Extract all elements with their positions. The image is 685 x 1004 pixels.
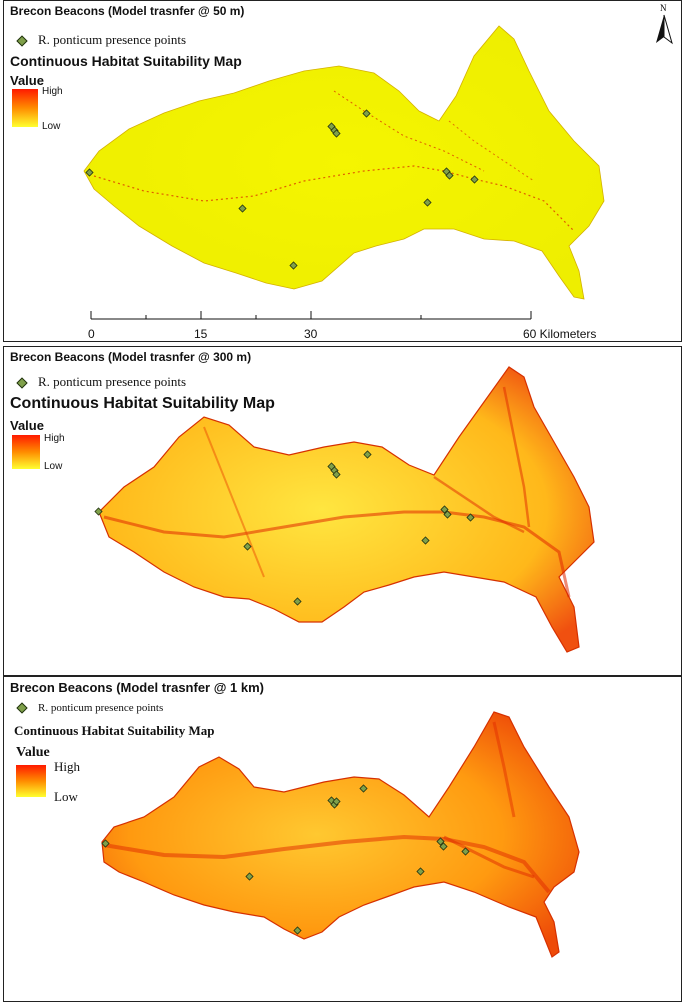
presence-points-50m: [85, 109, 479, 270]
legend-title: Value: [10, 418, 44, 433]
scale-label-15: 15: [194, 327, 208, 341]
legend-low: Low: [42, 121, 61, 132]
brecon-beacons-area: [101, 711, 580, 958]
region-map-1km: [101, 711, 580, 958]
scale-label-60: 60 Kilometers: [523, 327, 597, 341]
green-diamond-icon: [16, 377, 28, 389]
green-diamond-icon: [16, 702, 28, 715]
north-label: N: [660, 3, 667, 13]
region-map-50m: [83, 25, 605, 320]
legend-title: Value: [10, 73, 44, 88]
scale-label-30: 30: [304, 327, 318, 341]
green-diamond-icon: [16, 35, 28, 47]
map-panel-50m: Brecon Beacons (Model trasnfer @ 50 m) R…: [3, 0, 682, 342]
panel-title: Brecon Beacons (Model trasnfer @ 300 m): [10, 350, 252, 364]
map-title: Continuous Habitat Suitability Map: [14, 723, 215, 738]
legend-title: Value: [16, 745, 50, 760]
map-title: Continuous Habitat Suitability Map: [10, 53, 242, 69]
north-arrow: N: [653, 3, 675, 47]
scale-bar: [90, 311, 532, 320]
presence-legend-label: R. ponticum presence points: [38, 32, 187, 47]
legend-low: Low: [54, 789, 78, 804]
presence-points-1km: [101, 784, 470, 935]
legend-color-ramp: [12, 435, 40, 469]
presence-legend: R. ponticum presence points: [16, 32, 187, 48]
presence-legend: R. ponticum presence points: [16, 374, 187, 390]
map-panel-1km: Brecon Beacons (Model trasnfer @ 1 km) R…: [3, 676, 682, 1002]
region-map-300m: [94, 366, 595, 653]
presence-legend: R. ponticum presence points: [16, 702, 164, 715]
map-title: Continuous Habitat Suitability Map: [10, 395, 275, 412]
brecon-beacons-area: [98, 366, 595, 653]
north-arrow-icon: [656, 14, 673, 45]
panel-title: Brecon Beacons (Model trasnfer @ 1 km): [10, 680, 264, 695]
panel-title: Brecon Beacons (Model trasnfer @ 50 m): [10, 4, 245, 18]
brecon-beacons-area: [83, 25, 605, 300]
legend-high: High: [54, 759, 80, 774]
map-panel-300m: Brecon Beacons (Model trasnfer @ 300 m) …: [3, 346, 682, 676]
presence-legend-label: R. ponticum presence points: [38, 374, 187, 389]
legend-color-ramp: [12, 89, 38, 127]
legend-low: Low: [44, 461, 63, 472]
legend-high: High: [44, 433, 65, 444]
legend-color-ramp: [16, 765, 46, 797]
presence-legend-label: R. ponticum presence points: [38, 702, 164, 714]
presence-points-300m: [94, 450, 475, 606]
legend-high: High: [42, 86, 63, 97]
scale-label-0: 0: [88, 327, 95, 341]
